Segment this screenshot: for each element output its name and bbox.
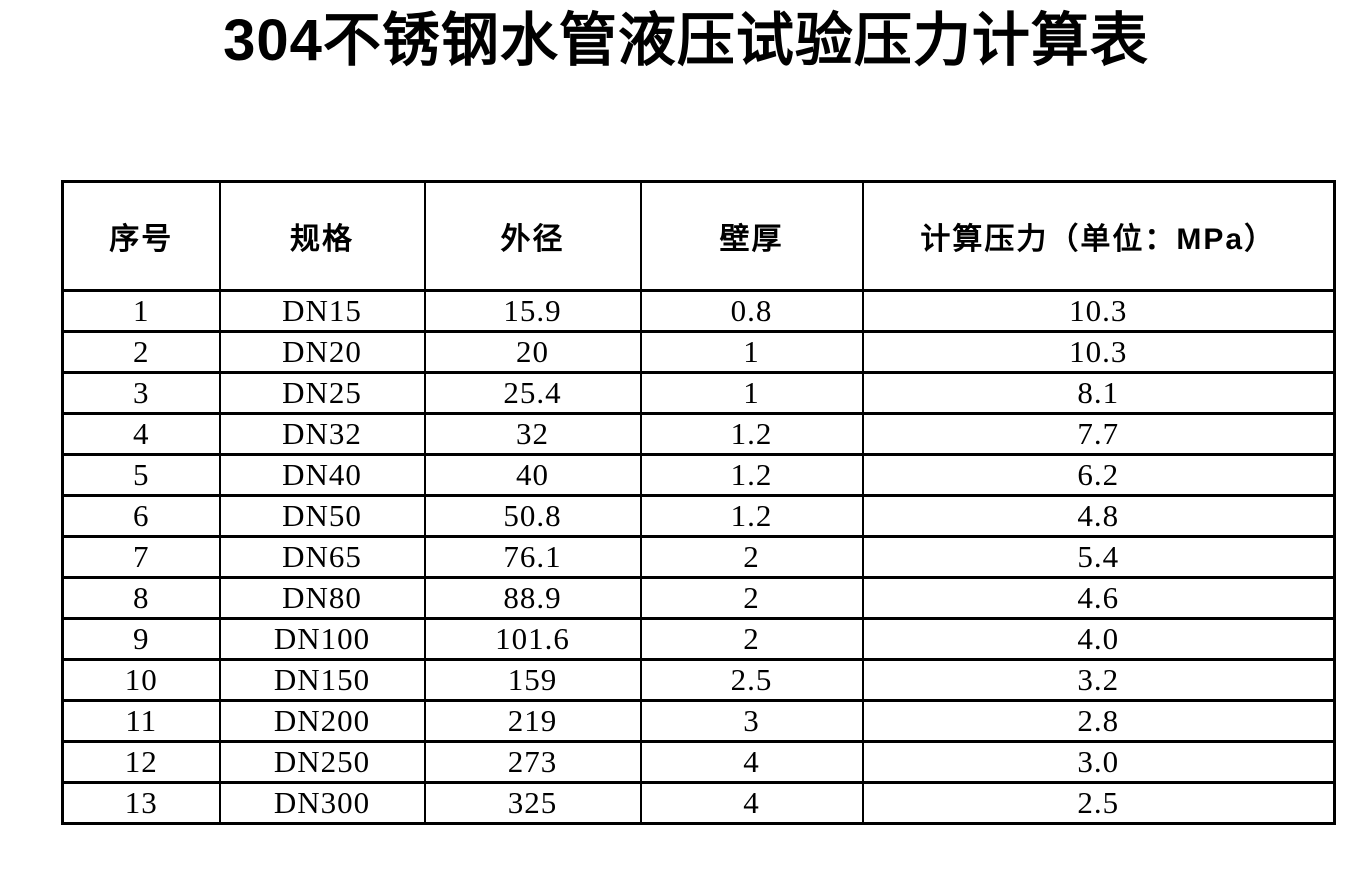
table-row: 4 DN32 32 1.2 7.7 bbox=[61, 412, 1336, 456]
table-cell: 1 bbox=[639, 371, 864, 415]
table-row: 8 DN80 88.9 2 4.6 bbox=[61, 576, 1336, 620]
table-cell: 325 bbox=[423, 781, 642, 825]
table-cell: 2.8 bbox=[861, 699, 1336, 743]
table-cell: 2 bbox=[639, 617, 864, 661]
table-cell: 6.2 bbox=[861, 453, 1336, 497]
table-row: 1 DN15 15.9 0.8 10.3 bbox=[61, 289, 1336, 333]
table-cell: 2 bbox=[61, 330, 221, 374]
table-cell: DN50 bbox=[218, 494, 426, 538]
table-header-row: 序号 规格 外径 壁厚 计算压力（单位：MPa） bbox=[61, 180, 1336, 292]
table-cell: 4.6 bbox=[861, 576, 1336, 620]
page-title: 304不锈钢水管液压试验压力计算表 bbox=[223, 8, 1149, 73]
table-cell: 20 bbox=[423, 330, 642, 374]
table-cell: 4 bbox=[639, 740, 864, 784]
table-cell: 10.3 bbox=[861, 289, 1336, 333]
table-cell: 13 bbox=[61, 781, 221, 825]
table-body: 1 DN15 15.9 0.8 10.3 2 DN20 20 1 10.3 3 DN25 25.4 1 8.… bbox=[61, 289, 1336, 825]
table-cell: 3.0 bbox=[861, 740, 1336, 784]
table-row: 3 DN25 25.4 1 8.1 bbox=[61, 371, 1336, 415]
table-cell: 1.2 bbox=[639, 412, 864, 456]
table-row: 12 DN250 273 4 3.0 bbox=[61, 740, 1336, 784]
column-header: 计算压力（单位：MPa） bbox=[861, 180, 1336, 292]
table-row: 9 DN100 101.6 2 4.0 bbox=[61, 617, 1336, 661]
table-header: 序号 规格 外径 壁厚 计算压力（单位：MPa） bbox=[61, 180, 1336, 292]
table-cell: 5 bbox=[61, 453, 221, 497]
table-cell: 32 bbox=[423, 412, 642, 456]
table-cell: 10.3 bbox=[861, 330, 1336, 374]
table-cell: 9 bbox=[61, 617, 221, 661]
table-cell: DN80 bbox=[218, 576, 426, 620]
table-cell: 0.8 bbox=[639, 289, 864, 333]
column-header: 外径 bbox=[423, 180, 642, 292]
column-header: 序号 bbox=[61, 180, 221, 292]
table-cell: 11 bbox=[61, 699, 221, 743]
table-cell: 2.5 bbox=[639, 658, 864, 702]
table-cell: 219 bbox=[423, 699, 642, 743]
pressure-calculation-table: 序号 规格 外径 壁厚 计算压力（单位：MPa） 1 DN15 15.9 0.8 10.3 2 DN… bbox=[61, 180, 1336, 825]
table-cell: DN25 bbox=[218, 371, 426, 415]
table-cell: 8.1 bbox=[861, 371, 1336, 415]
table-cell: 3 bbox=[639, 699, 864, 743]
table-cell: 6 bbox=[61, 494, 221, 538]
table-cell: 101.6 bbox=[423, 617, 642, 661]
table-cell: 50.8 bbox=[423, 494, 642, 538]
table-cell: 1 bbox=[639, 330, 864, 374]
table-row: 2 DN20 20 1 10.3 bbox=[61, 330, 1336, 374]
table-cell: DN20 bbox=[218, 330, 426, 374]
table-cell: 1.2 bbox=[639, 494, 864, 538]
table-cell: 76.1 bbox=[423, 535, 642, 579]
table-row: 10 DN150 159 2.5 3.2 bbox=[61, 658, 1336, 702]
table-cell: 8 bbox=[61, 576, 221, 620]
table-cell: 3 bbox=[61, 371, 221, 415]
table-cell: 12 bbox=[61, 740, 221, 784]
table-cell: 25.4 bbox=[423, 371, 642, 415]
table-cell: DN250 bbox=[218, 740, 426, 784]
table-cell: DN100 bbox=[218, 617, 426, 661]
table-cell: DN32 bbox=[218, 412, 426, 456]
table-cell: 4.0 bbox=[861, 617, 1336, 661]
table-cell: DN40 bbox=[218, 453, 426, 497]
table-cell: DN200 bbox=[218, 699, 426, 743]
table-cell: DN300 bbox=[218, 781, 426, 825]
table-cell: 1 bbox=[61, 289, 221, 333]
table-cell: 10 bbox=[61, 658, 221, 702]
table-cell: 159 bbox=[423, 658, 642, 702]
table-cell: 4.8 bbox=[861, 494, 1336, 538]
column-header: 壁厚 bbox=[639, 180, 864, 292]
table-cell: 40 bbox=[423, 453, 642, 497]
table-cell: DN15 bbox=[218, 289, 426, 333]
table-cell: DN65 bbox=[218, 535, 426, 579]
table-cell: 273 bbox=[423, 740, 642, 784]
table-cell: 88.9 bbox=[423, 576, 642, 620]
column-header: 规格 bbox=[218, 180, 426, 292]
table-cell: 2.5 bbox=[861, 781, 1336, 825]
table-row: 13 DN300 325 4 2.5 bbox=[61, 781, 1336, 825]
table-cell: 2 bbox=[639, 576, 864, 620]
table-row: 7 DN65 76.1 2 5.4 bbox=[61, 535, 1336, 579]
table-cell: 4 bbox=[61, 412, 221, 456]
table-cell: 1.2 bbox=[639, 453, 864, 497]
table-cell: 7.7 bbox=[861, 412, 1336, 456]
table-row: 6 DN50 50.8 1.2 4.8 bbox=[61, 494, 1336, 538]
table-cell: 4 bbox=[639, 781, 864, 825]
table-cell: 5.4 bbox=[861, 535, 1336, 579]
table-cell: 15.9 bbox=[423, 289, 642, 333]
table-cell: 2 bbox=[639, 535, 864, 579]
table-row: 11 DN200 219 3 2.8 bbox=[61, 699, 1336, 743]
table-cell: 3.2 bbox=[861, 658, 1336, 702]
table-cell: 7 bbox=[61, 535, 221, 579]
table-cell: DN150 bbox=[218, 658, 426, 702]
table-row: 5 DN40 40 1.2 6.2 bbox=[61, 453, 1336, 497]
